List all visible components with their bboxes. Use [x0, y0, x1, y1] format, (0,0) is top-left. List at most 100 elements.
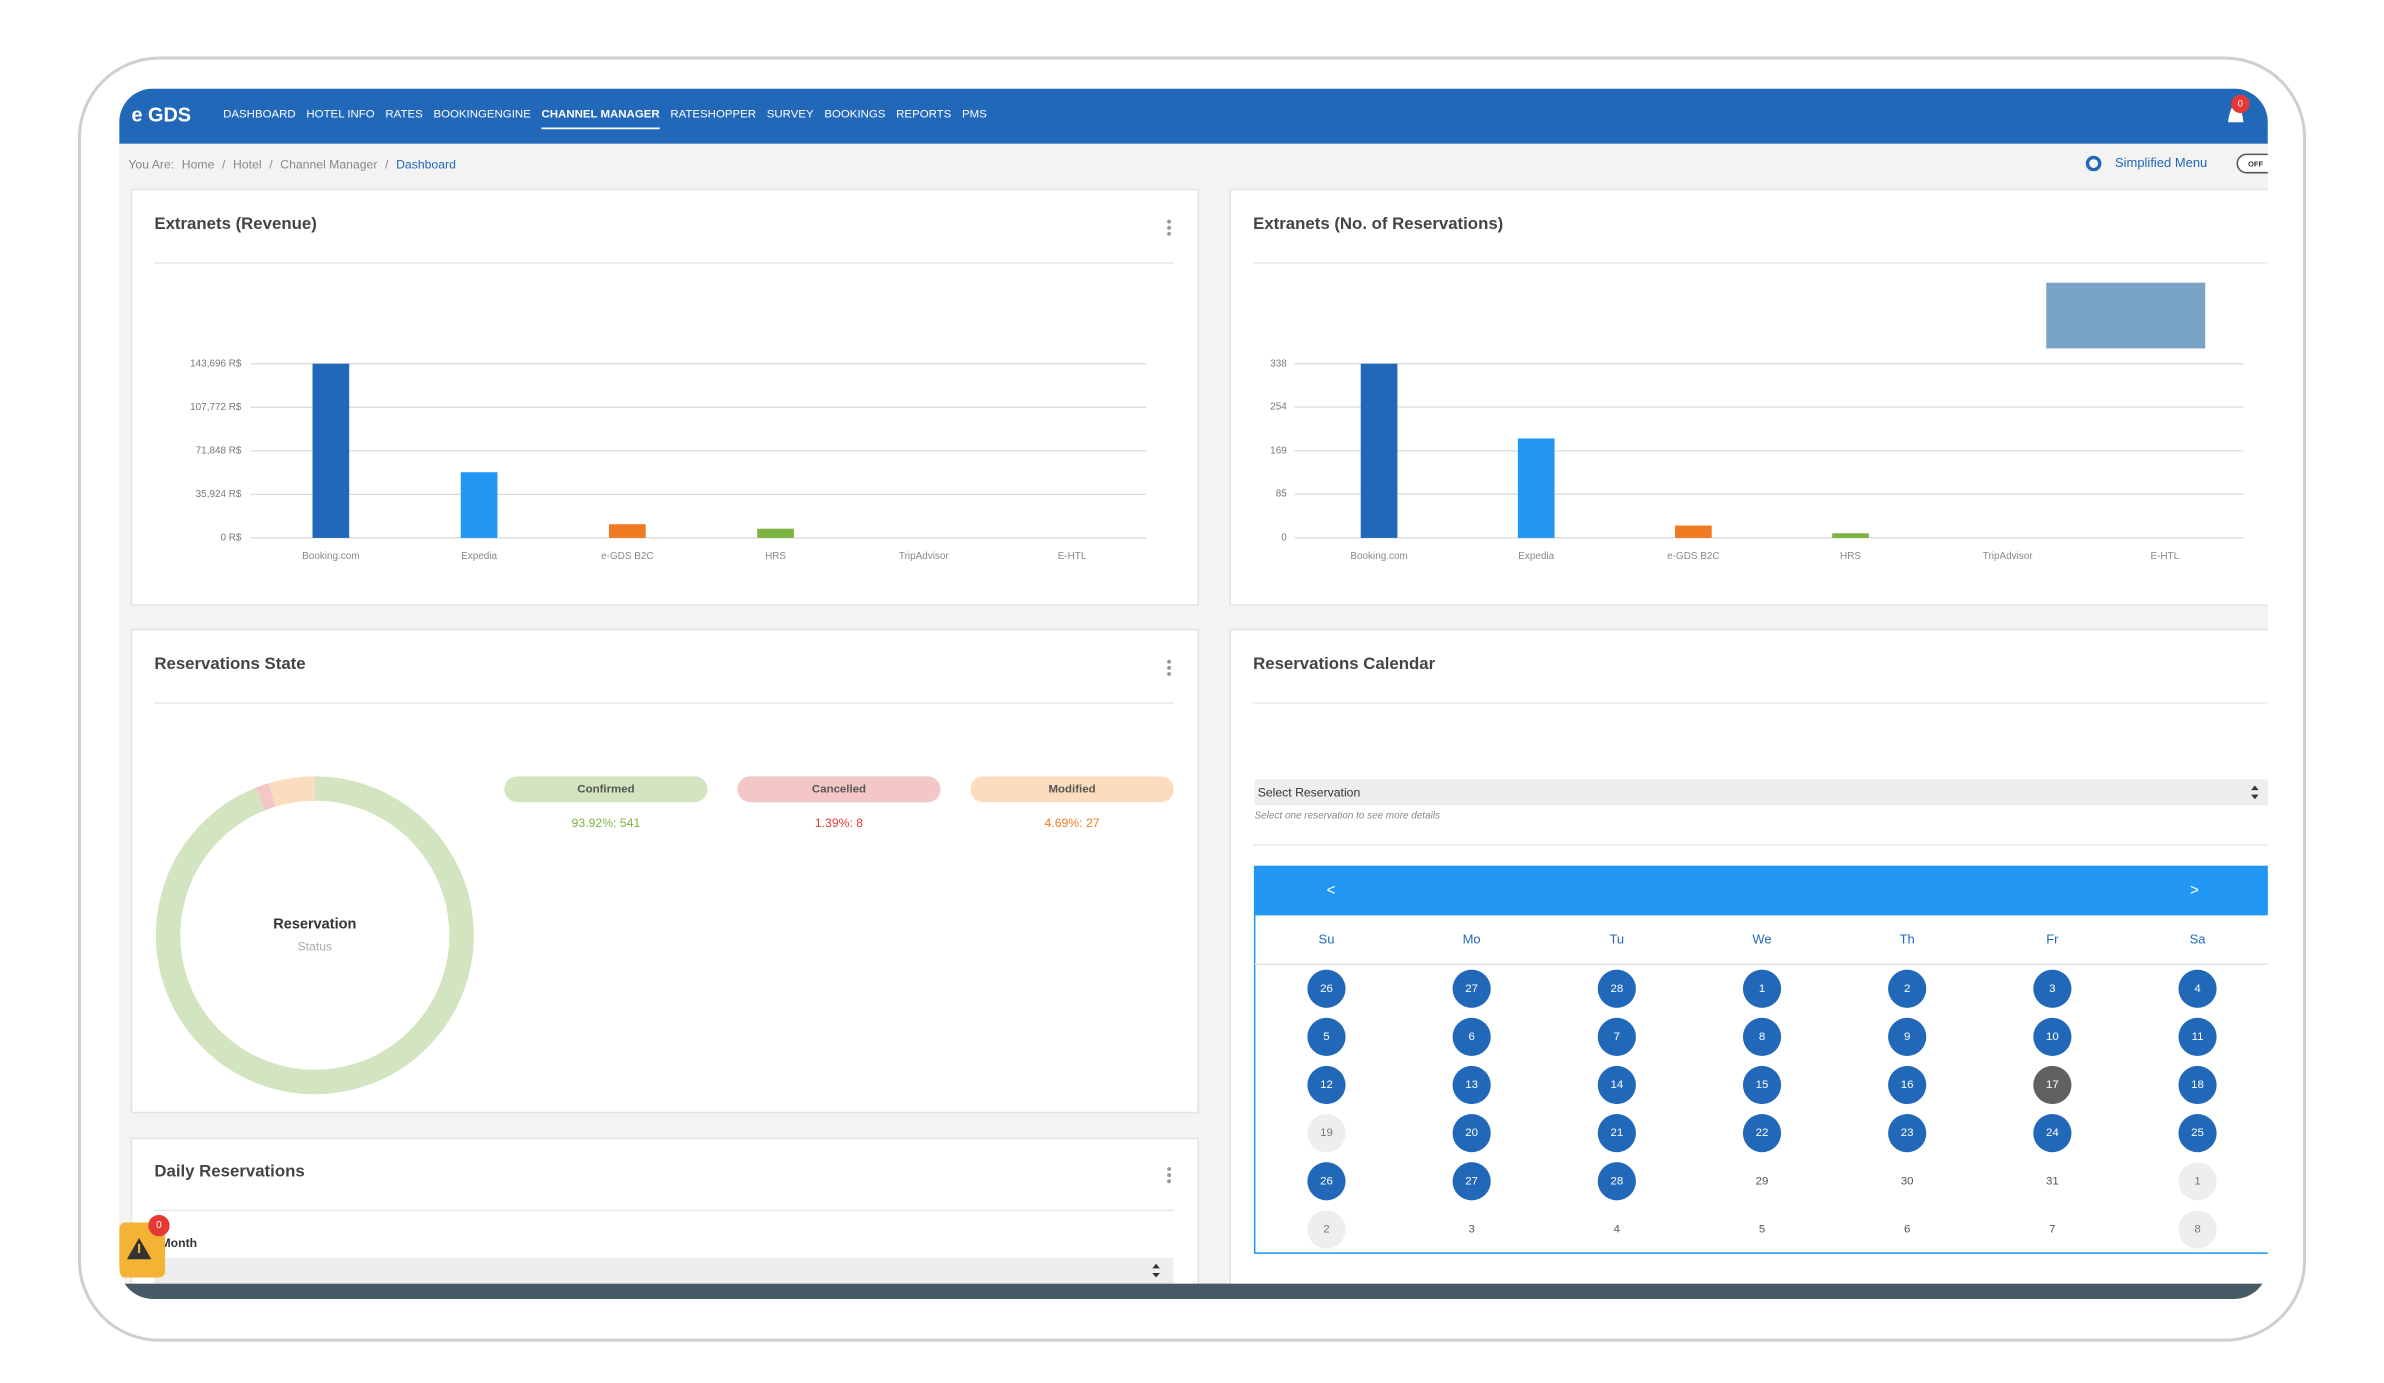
- menu-dot[interactable]: [1167, 1179, 1172, 1184]
- menu-dot[interactable]: [1167, 1173, 1172, 1178]
- day[interactable]: 14: [1610, 1079, 1623, 1091]
- day[interactable]: 24: [2046, 1127, 2059, 1139]
- toggle[interactable]: [2236, 153, 2280, 174]
- day[interactable]: 7: [1614, 1031, 1620, 1043]
- day-circle[interactable]: [2178, 1017, 2217, 1056]
- day-circle[interactable]: [1888, 1017, 1927, 1056]
- nav-item[interactable]: BOOKINGENGINE: [433, 109, 531, 121]
- day-circle[interactable]: [1597, 969, 1636, 1008]
- day-circle[interactable]: [1742, 969, 1782, 1008]
- day-circle[interactable]: [1307, 1210, 1346, 1249]
- day[interactable]: 23: [1901, 1127, 1914, 1139]
- legend-pill[interactable]: [970, 776, 1174, 803]
- day[interactable]: 21: [1610, 1127, 1623, 1139]
- simplified-menu[interactable]: Simplified Menu: [2115, 155, 2207, 170]
- day[interactable]: 30: [1901, 1175, 1914, 1187]
- day[interactable]: 27: [1465, 1175, 1478, 1187]
- day[interactable]: 3: [1468, 1223, 1474, 1235]
- breadcrumb-item[interactable]: Home: [182, 157, 215, 171]
- day[interactable]: 5: [1759, 1223, 1765, 1235]
- menu-dot[interactable]: [1167, 219, 1172, 224]
- day-circle[interactable]: [1597, 1114, 1636, 1153]
- day[interactable]: 3: [2049, 983, 2055, 995]
- day[interactable]: 9: [1904, 1031, 1910, 1043]
- day[interactable]: 28: [1610, 983, 1623, 995]
- day-circle[interactable]: [1597, 1017, 1636, 1056]
- logo[interactable]: e GDS: [131, 104, 191, 126]
- nav-item[interactable]: PMS: [962, 109, 987, 121]
- prev-month[interactable]: <: [1327, 882, 1336, 899]
- day-circle[interactable]: [1888, 1114, 1927, 1153]
- day[interactable]: 22: [1756, 1127, 1769, 1139]
- day-circle[interactable]: [1452, 1017, 1491, 1056]
- menu-dot[interactable]: [1167, 665, 1172, 670]
- menu-dot[interactable]: [1167, 231, 1172, 236]
- day-circle[interactable]: [1307, 1162, 1346, 1201]
- breadcrumb-item[interactable]: Hotel: [233, 157, 262, 171]
- legend-pill[interactable]: [737, 776, 941, 803]
- day-circle[interactable]: [1452, 1162, 1491, 1201]
- day-circle[interactable]: [2033, 1114, 2072, 1153]
- day[interactable]: 5: [1323, 1031, 1329, 1043]
- day[interactable]: 25: [2191, 1127, 2204, 1139]
- day-circle[interactable]: [2033, 969, 2072, 1008]
- day-circle[interactable]: [2178, 1210, 2217, 1249]
- menu-dot[interactable]: [1167, 1167, 1172, 1172]
- day-circle[interactable]: [1307, 1114, 1346, 1153]
- day[interactable]: 7: [2049, 1223, 2055, 1235]
- bell[interactable]: 0: [2228, 94, 2250, 123]
- day[interactable]: 26: [1320, 1175, 1333, 1187]
- day-circle[interactable]: [1307, 1065, 1346, 1105]
- day[interactable]: 26: [1320, 983, 1333, 995]
- nav-item[interactable]: HOTEL INFO: [306, 109, 374, 121]
- day[interactable]: 29: [1756, 1175, 1769, 1187]
- day-circle[interactable]: [1742, 1114, 1782, 1153]
- day[interactable]: 31: [2046, 1175, 2059, 1187]
- day-circle[interactable]: [1452, 1114, 1491, 1153]
- day-circle[interactable]: [1452, 1065, 1491, 1105]
- nav-item[interactable]: CHANNEL MANAGER: [542, 109, 661, 121]
- nav-item[interactable]: REPORTS: [896, 109, 952, 121]
- day[interactable]: 6: [1468, 1031, 1474, 1043]
- legend-pill[interactable]: [504, 776, 708, 803]
- day-circle[interactable]: [1597, 1162, 1636, 1201]
- day[interactable]: 4: [2194, 983, 2201, 995]
- day[interactable]: 2: [1904, 983, 1910, 995]
- nav-item[interactable]: DASHBOARD: [223, 109, 296, 121]
- day[interactable]: 13: [1465, 1079, 1478, 1091]
- day[interactable]: 6: [1904, 1223, 1910, 1235]
- day-circle[interactable]: [1307, 1017, 1346, 1056]
- day[interactable]: 17: [2046, 1079, 2059, 1091]
- day[interactable]: 4: [1614, 1223, 1621, 1235]
- day[interactable]: 20: [1465, 1127, 1478, 1139]
- day[interactable]: 8: [2194, 1223, 2200, 1235]
- next-month[interactable]: >: [2190, 882, 2199, 899]
- breadcrumb-item[interactable]: Channel Manager: [280, 157, 377, 171]
- alert-button[interactable]: 0: [119, 1214, 170, 1278]
- day[interactable]: 28: [1610, 1175, 1623, 1187]
- nav-item[interactable]: BOOKINGS: [824, 109, 885, 121]
- day[interactable]: 11: [2192, 1031, 2204, 1043]
- menu-dot[interactable]: [1167, 671, 1172, 676]
- day-circle[interactable]: [1888, 1065, 1927, 1105]
- day-circle[interactable]: [2178, 1114, 2217, 1153]
- day[interactable]: 12: [1320, 1079, 1333, 1091]
- menu-dot[interactable]: [1167, 659, 1172, 664]
- day[interactable]: 19: [1320, 1127, 1333, 1139]
- day[interactable]: 1: [1759, 983, 1765, 995]
- nav-item[interactable]: RATESHOPPER: [670, 109, 756, 121]
- day[interactable]: 18: [2191, 1079, 2204, 1091]
- nav-item[interactable]: RATES: [385, 109, 423, 121]
- day-circle[interactable]: [2033, 1065, 2072, 1105]
- day-circle[interactable]: [1742, 1065, 1782, 1105]
- day[interactable]: 27: [1465, 983, 1478, 995]
- day-circle[interactable]: [1888, 969, 1927, 1008]
- select-box[interactable]: [1254, 779, 2268, 806]
- day-circle[interactable]: [1597, 1065, 1636, 1105]
- day-circle[interactable]: [2033, 1017, 2072, 1056]
- day[interactable]: 16: [1901, 1079, 1914, 1091]
- day[interactable]: 15: [1756, 1079, 1769, 1091]
- day-circle[interactable]: [1742, 1017, 1782, 1056]
- day-circle[interactable]: [2178, 1162, 2217, 1201]
- day-circle[interactable]: [1307, 969, 1346, 1008]
